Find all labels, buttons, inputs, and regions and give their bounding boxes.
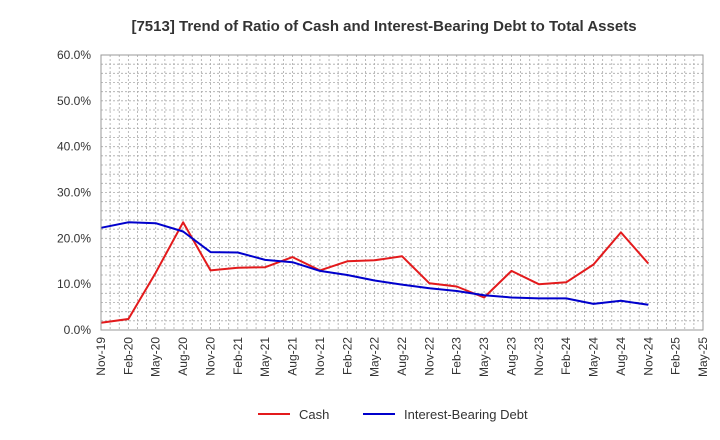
x-tick-label: Aug-21: [286, 337, 300, 376]
x-tick-label: Aug-20: [176, 337, 190, 376]
y-tick-label: 40.0%: [57, 140, 91, 154]
x-tick-label: Nov-20: [203, 337, 217, 376]
x-tick-label: May-24: [587, 337, 601, 377]
x-tick-label: Feb-24: [559, 337, 573, 375]
y-axis-ticks: 0.0% 10.0% 20.0% 30.0% 40.0% 50.0% 60.0%: [57, 48, 91, 337]
x-axis-ticks: Nov-19 Feb-20 May-20 Aug-20 Nov-20 Feb-21 May-…: [94, 337, 710, 377]
x-tick-label: Aug-22: [395, 337, 409, 376]
y-tick-label: 30.0%: [57, 186, 91, 200]
grid: [101, 55, 703, 330]
legend: Cash Interest-Bearing Debt: [258, 407, 528, 422]
series-lines: [100, 221, 650, 324]
y-tick-label: 10.0%: [57, 277, 91, 291]
x-tick-label: May-22: [368, 337, 382, 377]
x-tick-label: Nov-21: [313, 337, 327, 376]
legend-label-interest-bearing-debt: Interest-Bearing Debt: [404, 407, 528, 422]
legend-label-cash: Cash: [299, 407, 329, 422]
x-tick-label: Feb-21: [231, 337, 245, 375]
x-tick-label: Nov-24: [641, 337, 655, 376]
y-tick-label: 50.0%: [57, 94, 91, 108]
x-tick-label: May-25: [696, 337, 710, 377]
y-tick-label: 20.0%: [57, 231, 91, 245]
x-tick-label: Feb-20: [121, 337, 135, 375]
x-tick-label: May-23: [477, 337, 491, 377]
x-tick-label: Aug-24: [614, 337, 628, 376]
chart-title: [7513] Trend of Ratio of Cash and Intere…: [131, 18, 636, 35]
series-line-interest-bearing-debt: [100, 221, 649, 306]
y-tick-label: 60.0%: [57, 48, 91, 62]
x-tick-label: Aug-23: [504, 337, 518, 376]
x-tick-label: Nov-23: [532, 337, 546, 376]
y-tick-label: 0.0%: [64, 323, 92, 337]
x-tick-label: Nov-22: [422, 337, 436, 376]
x-tick-label: Feb-25: [669, 337, 683, 375]
x-tick-label: Feb-23: [450, 337, 464, 375]
x-tick-label: Feb-22: [340, 337, 354, 375]
x-tick-label: May-20: [149, 337, 163, 377]
x-tick-label: Nov-19: [94, 337, 108, 376]
x-tick-label: May-21: [258, 337, 272, 377]
plot-area-border: [100, 54, 704, 331]
